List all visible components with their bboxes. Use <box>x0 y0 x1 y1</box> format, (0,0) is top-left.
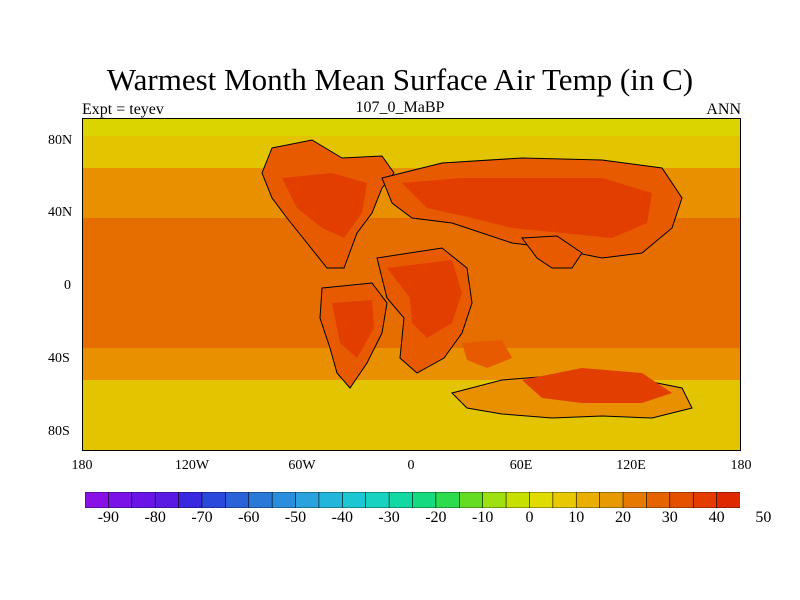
colorbar-label: -30 <box>378 509 400 526</box>
colorbar-swatch <box>108 492 133 508</box>
lon-tick-120e: 120E <box>616 458 646 473</box>
colorbar-label: -50 <box>284 509 307 526</box>
colorbar-label: 20 <box>615 509 631 526</box>
colorbar <box>85 492 740 508</box>
colorbar-swatch <box>248 492 273 508</box>
colorbar-swatch <box>412 492 437 508</box>
colorbar-swatch <box>482 492 507 508</box>
colorbar-swatch <box>271 492 297 508</box>
lat-tick-40n: 40N <box>48 205 73 220</box>
colorbar-label: 30 <box>661 509 678 526</box>
temperature-map <box>82 118 741 451</box>
colorbar-label: -90 <box>97 509 120 526</box>
colorbar-swatch <box>622 492 648 508</box>
colorbar-swatch <box>365 492 390 508</box>
colorbar-swatch <box>178 492 203 508</box>
colorbar-swatch <box>669 492 695 508</box>
colorbar-swatch <box>388 492 414 508</box>
map-title: Warmest Month Mean Surface Air Temp (in … <box>106 62 694 97</box>
colorbar-swatch <box>505 492 531 508</box>
colorbar-swatch <box>295 492 320 508</box>
time-label: 107_0_MaBP <box>355 99 445 116</box>
colorbar-swatch <box>552 492 578 508</box>
lon-tick-0: 0 <box>407 458 415 473</box>
lon-tick-60w: 60W <box>288 458 316 473</box>
colorbar-swatch <box>575 492 601 508</box>
colorbar-swatch <box>225 492 250 508</box>
colorbar-label: -40 <box>331 509 353 526</box>
colorbar-swatch <box>85 492 110 508</box>
lat-tick-40s: 40S <box>48 351 70 366</box>
colorbar-label: -80 <box>144 509 166 526</box>
colorbar-label: 10 <box>568 509 585 526</box>
colorbar-swatch <box>201 492 227 508</box>
colorbar-swatch <box>716 492 740 508</box>
colorbar-label: -60 <box>238 509 260 526</box>
colorbar-swatch <box>318 492 344 508</box>
experiment-label: Expt = teyev <box>82 101 164 118</box>
colorbar-swatch <box>529 492 554 508</box>
lat-tick-80n: 80N <box>48 133 73 148</box>
colorbar-swatch <box>342 492 367 508</box>
lon-tick-120w: 120W <box>174 458 210 473</box>
colorbar-label: 40 <box>708 509 725 526</box>
colorbar-label: -10 <box>472 509 494 526</box>
colorbar-swatch <box>435 492 461 508</box>
colorbar-swatch <box>154 492 180 508</box>
lon-tick-60e: 60E <box>509 458 533 473</box>
lon-tick-180w: 180 <box>71 458 93 473</box>
lat-tick-80s: 80S <box>48 424 70 439</box>
map-frame <box>82 118 741 451</box>
season-label: ANN <box>706 101 741 118</box>
colorbar-label: -70 <box>191 509 213 526</box>
colorbar-label: 0 <box>525 509 534 526</box>
lon-tick-180e: 180 <box>730 458 752 473</box>
colorbar-swatch <box>646 492 671 508</box>
colorbar-swatch <box>131 492 156 508</box>
colorbar-swatch <box>599 492 624 508</box>
colorbar-label: -20 <box>425 509 447 526</box>
colorbar-label: 50 <box>755 509 772 526</box>
colorbar-swatch <box>458 492 484 508</box>
lat-tick-eq: 0 <box>64 278 71 293</box>
colorbar-swatch <box>692 492 718 508</box>
